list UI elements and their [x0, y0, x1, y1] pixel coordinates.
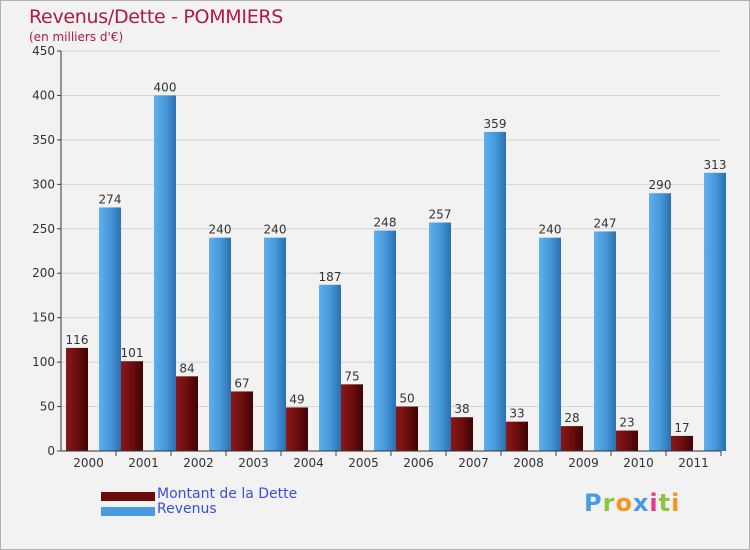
value-label-revenus: 290	[649, 178, 672, 192]
value-label-revenus: 240	[209, 223, 232, 237]
y-tick-label: 150	[32, 311, 55, 325]
logo-letter: i	[671, 489, 681, 517]
y-tick-label: 300	[32, 177, 55, 191]
legend-swatch-revenus	[101, 507, 155, 516]
bar-revenus	[594, 231, 616, 451]
value-label-debt: 101	[121, 346, 144, 360]
logo-letter: t	[658, 489, 672, 517]
value-label-debt: 75	[344, 369, 359, 383]
bar-revenus	[374, 230, 396, 451]
value-label-debt: 17	[674, 421, 689, 435]
bar-revenus	[209, 237, 231, 451]
value-label-debt: 67	[234, 376, 249, 390]
value-label-revenus: 359	[484, 117, 507, 131]
bar-revenus	[484, 131, 506, 451]
value-label-debt: 49	[289, 392, 304, 406]
logo-letter: r	[602, 489, 616, 517]
bar-debt	[121, 361, 143, 451]
value-labels: 116 274 101 400 84 240 67 240 49 187 75 248 50 257 38 3…	[66, 80, 727, 434]
bar-revenus	[319, 284, 341, 451]
proxiti-logo: Proxiti	[584, 489, 680, 517]
value-label-debt: 28	[564, 411, 579, 425]
bar-debt	[451, 417, 473, 451]
value-label-revenus: 240	[264, 223, 287, 237]
value-label-revenus: 187	[319, 270, 342, 284]
bar-debt	[176, 376, 198, 451]
value-label-debt: 33	[509, 407, 524, 421]
value-label-revenus: 240	[539, 223, 562, 237]
bar-revenus	[539, 237, 561, 451]
x-tick-label: 2007	[458, 456, 489, 470]
y-tick-label: 450	[32, 44, 55, 58]
value-label-debt: 38	[454, 402, 469, 416]
y-tick-label: 200	[32, 266, 55, 280]
x-tick-label: 2009	[568, 456, 599, 470]
chart-title: Revenus/Dette - POMMIERS	[29, 6, 284, 28]
x-tick-label: 2011	[678, 456, 709, 470]
value-label-revenus: 257	[429, 208, 452, 222]
chart-subtitle: (en milliers d'€)	[29, 30, 124, 44]
legend-swatch-debt	[101, 492, 155, 501]
bar-debt	[561, 426, 583, 451]
value-label-revenus: 274	[99, 192, 122, 206]
bar-debt	[506, 421, 528, 451]
x-tick-label: 2000	[73, 456, 104, 470]
bar-revenus	[264, 237, 286, 451]
value-label-debt: 84	[179, 361, 194, 375]
x-tick-label: 2004	[293, 456, 324, 470]
legend-label-revenus: Revenus	[157, 501, 217, 517]
bar-revenus	[704, 172, 726, 451]
x-tick-label: 2005	[348, 456, 379, 470]
bar-debt	[286, 407, 308, 451]
value-label-debt: 50	[399, 392, 414, 406]
logo-letter: P	[584, 489, 603, 517]
bar-revenus	[649, 193, 671, 451]
value-label-debt: 23	[619, 416, 634, 430]
y-tick-label: 250	[32, 222, 55, 236]
x-tick-label: 2003	[238, 456, 269, 470]
y-tick-label: 100	[32, 355, 55, 369]
bar-debt	[396, 406, 418, 451]
axes: 0 50 100 150 200 250 300 350 400 450 2000 2001 2002 2…	[32, 44, 722, 470]
bar-debt	[341, 384, 363, 451]
y-tick-label: 0	[47, 444, 55, 458]
logo-letter: i	[649, 489, 659, 517]
logo-letter: o	[615, 489, 633, 517]
value-label-revenus: 400	[154, 80, 177, 94]
x-tick-label: 2010	[623, 456, 654, 470]
bar-debt	[231, 391, 253, 451]
legend-label-debt: Montant de la Dette	[157, 486, 298, 502]
y-tick-label: 50	[40, 400, 55, 414]
x-tick-label: 2008	[513, 456, 544, 470]
x-tick-label: 2002	[183, 456, 214, 470]
logo-letter: x	[632, 489, 650, 517]
value-label-revenus: 313	[704, 158, 727, 172]
bar-debt	[66, 347, 88, 451]
bars	[66, 95, 726, 451]
x-tick-label: 2006	[403, 456, 434, 470]
x-tick-label: 2001	[128, 456, 159, 470]
value-label-debt: 116	[66, 333, 89, 347]
bar-revenus	[154, 95, 176, 451]
bar-debt	[616, 430, 638, 451]
value-label-revenus: 248	[374, 216, 397, 230]
y-tick-label: 400	[32, 88, 55, 102]
y-tick-label: 350	[32, 133, 55, 147]
value-label-revenus: 247	[594, 216, 617, 230]
bar-revenus	[99, 207, 121, 451]
bar-debt	[671, 435, 693, 451]
bar-revenus	[429, 222, 451, 451]
